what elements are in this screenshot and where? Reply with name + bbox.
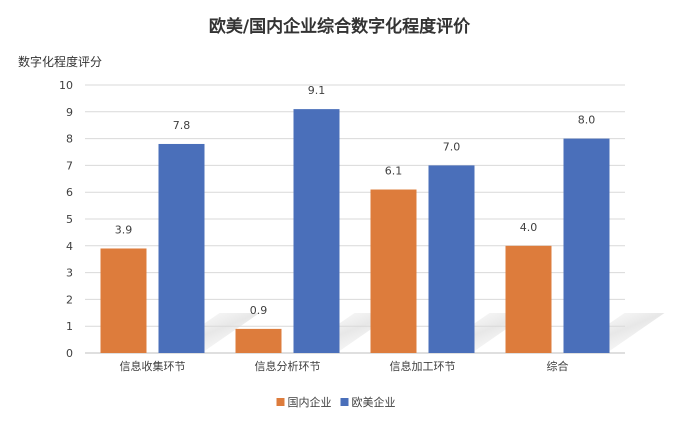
data-label: 7.0 — [443, 140, 461, 153]
legend-label: 欧美企业 — [352, 395, 396, 409]
x-tick-label: 综合 — [547, 359, 569, 373]
bars — [100, 109, 610, 354]
y-tick-label: 6 — [66, 186, 73, 199]
y-tick-label: 0 — [66, 347, 73, 360]
y-axis-label: 数字化程度评分 — [18, 54, 102, 69]
data-label: 0.9 — [250, 304, 268, 317]
data-label: 7.8 — [173, 119, 191, 132]
bar — [158, 143, 205, 353]
bar — [563, 138, 610, 353]
bar — [370, 189, 417, 353]
y-tick-label: 2 — [66, 293, 73, 306]
bar — [235, 328, 282, 353]
y-tick-label: 4 — [66, 240, 73, 253]
x-tick-label: 信息收集环节 — [120, 359, 186, 373]
data-label: 3.9 — [115, 223, 133, 236]
legend-swatch — [276, 398, 285, 406]
y-tick-label: 9 — [66, 106, 73, 119]
bar — [100, 248, 147, 353]
data-label: 4.0 — [520, 221, 538, 234]
legend-label: 国内企业 — [288, 395, 332, 409]
data-labels: 3.9 7.8 0.9 9.1 6.1 7.0 4.0 8.0 — [115, 84, 596, 317]
y-tick-labels: 0 1 2 3 4 5 6 7 8 9 10 — [59, 79, 73, 360]
bar — [293, 109, 340, 354]
bar — [428, 165, 475, 353]
data-label: 9.1 — [308, 84, 326, 97]
data-label: 6.1 — [385, 165, 403, 178]
x-tick-labels: 信息收集环节 信息分析环节 信息加工环节 综合 — [120, 359, 569, 373]
y-tick-label: 3 — [66, 267, 73, 280]
x-tick-label: 信息分析环节 — [255, 359, 321, 373]
legend-swatch — [340, 398, 349, 406]
y-tick-label: 5 — [66, 213, 73, 226]
data-label: 8.0 — [578, 114, 596, 127]
y-tick-label: 8 — [66, 133, 73, 146]
y-tick-label: 10 — [59, 79, 73, 92]
bar — [505, 245, 552, 353]
legend: 国内企业 欧美企业 — [276, 395, 396, 409]
chart-title: 欧美/国内企业综合数字化程度评价 — [209, 16, 471, 37]
x-tick-label: 信息加工环节 — [390, 359, 456, 373]
y-tick-label: 1 — [66, 320, 73, 333]
y-tick-label: 7 — [66, 159, 73, 172]
